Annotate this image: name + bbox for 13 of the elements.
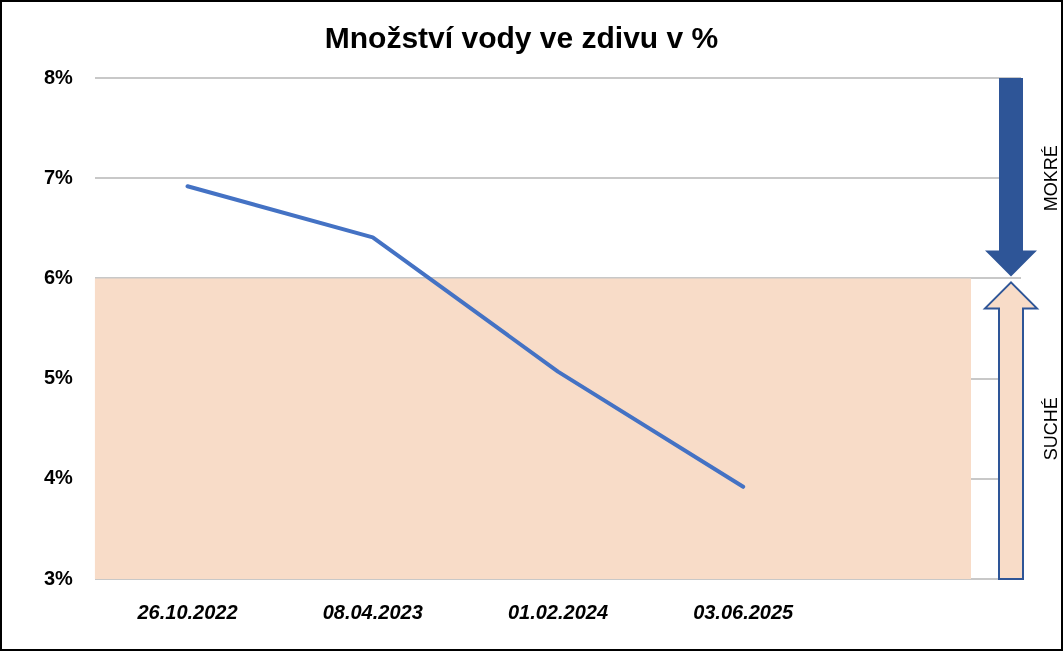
text: MOKRÉ	[1041, 145, 1061, 212]
y-tick-label: 4%	[44, 466, 74, 489]
chart-title: Množství vody ve zdivu v %	[324, 21, 719, 55]
y-tick-label: 7%	[44, 165, 74, 188]
x-tick-label: 08.04.2023	[322, 600, 423, 623]
x-tick-label: 01.02.2024	[507, 600, 609, 623]
y-tick-label: 6%	[44, 265, 74, 288]
y-tick-label: 3%	[44, 566, 74, 589]
y-tick-label: 8%	[44, 65, 74, 88]
x-tick-label: 03.06.2025	[693, 600, 795, 623]
text: SUCHÉ	[1041, 397, 1061, 461]
y-tick-label: 5%	[44, 366, 74, 389]
x-tick-label: 26.10.2022	[136, 600, 238, 623]
